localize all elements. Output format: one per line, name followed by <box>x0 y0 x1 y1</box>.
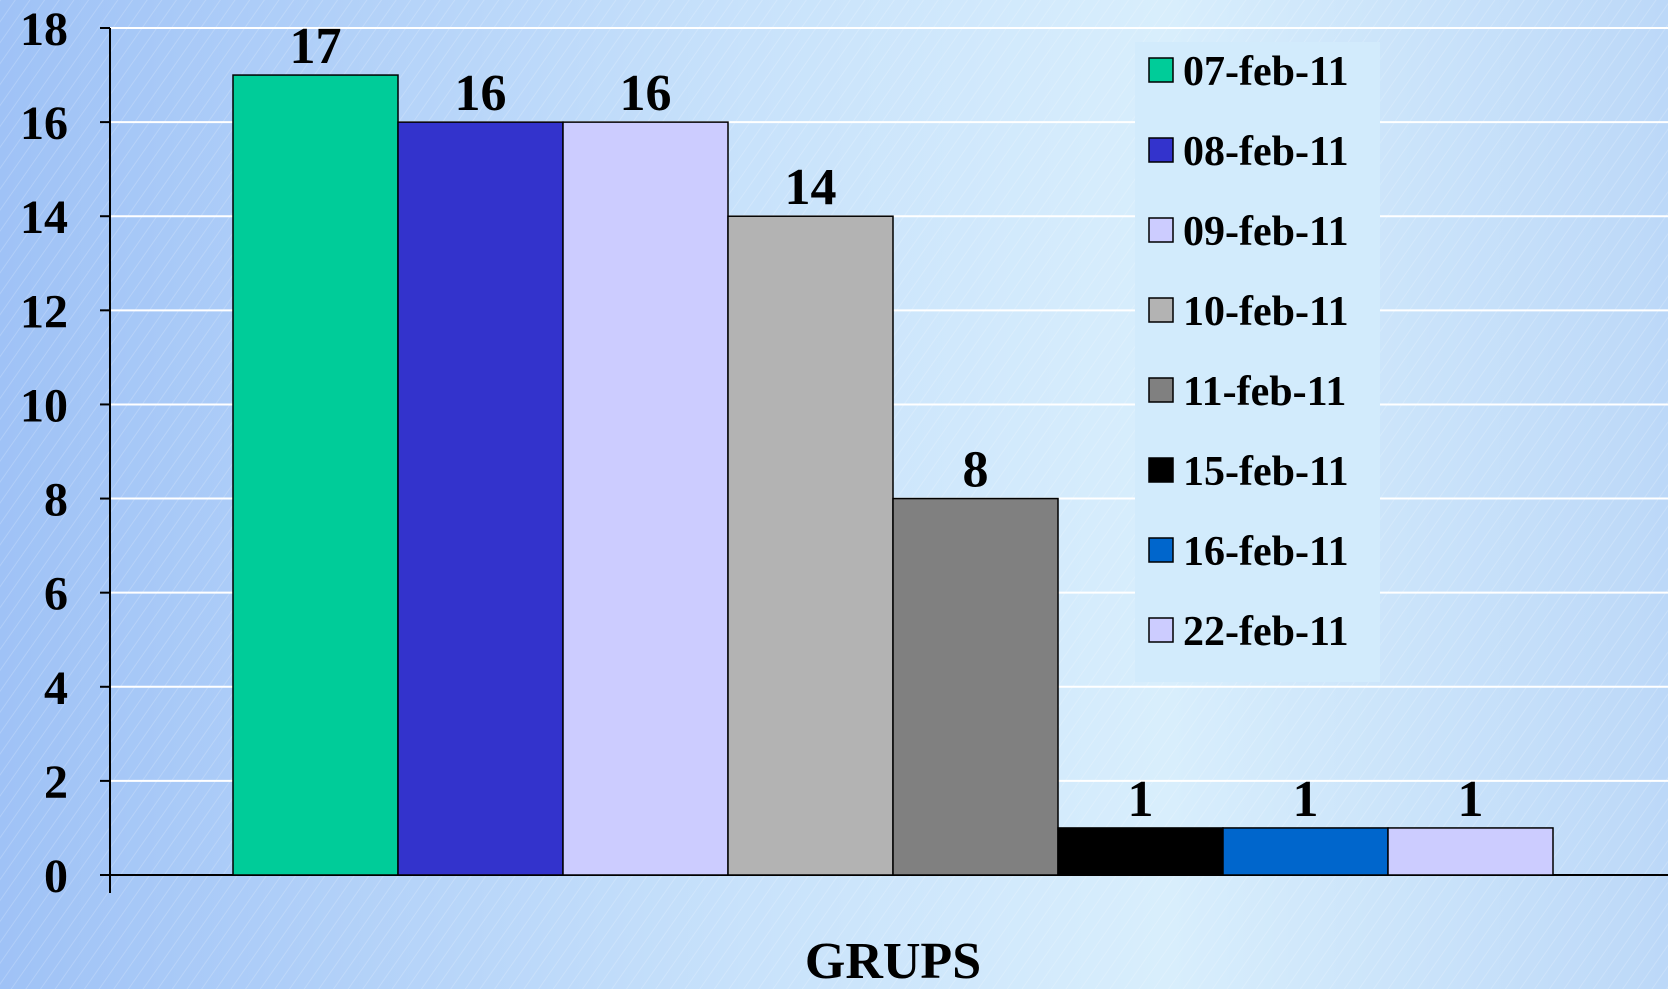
x-axis-label: GRUPS <box>805 933 981 989</box>
bar-08-feb-11 <box>397 121 564 876</box>
legend-swatch-16-feb-11 <box>1148 537 1174 563</box>
bar-09-feb-11 <box>562 121 729 876</box>
data-label-09-feb-11: 16 <box>620 65 672 122</box>
legend-swatch-22-feb-11 <box>1148 617 1174 643</box>
bar-16-feb-11 <box>1222 827 1389 876</box>
bar-07-feb-11 <box>232 74 399 876</box>
data-label-08-feb-11: 16 <box>455 65 507 122</box>
y-tick-label: 0 <box>44 850 68 903</box>
legend-background <box>1135 42 1380 682</box>
bar-15-feb-11 <box>1057 827 1224 876</box>
legend-label-08-feb-11: 08-feb-11 <box>1183 129 1349 175</box>
y-tick-label: 16 <box>20 97 68 150</box>
bar-11-feb-11 <box>892 497 1059 876</box>
legend-swatch-11-feb-11 <box>1148 377 1174 403</box>
y-tick-label: 6 <box>44 568 68 621</box>
legend-label-10-feb-11: 10-feb-11 <box>1183 289 1349 335</box>
data-labels: 17 16 16 14 8 1 1 1 <box>290 18 1484 828</box>
legend-swatch-15-feb-11 <box>1148 457 1174 483</box>
legend-label-11-feb-11: 11-feb-11 <box>1183 369 1346 415</box>
y-tick-label: 10 <box>20 379 68 432</box>
legend-label-16-feb-11: 16-feb-11 <box>1183 529 1349 575</box>
data-label-22-feb-11: 1 <box>1458 771 1484 828</box>
legend-label-15-feb-11: 15-feb-11 <box>1183 449 1349 495</box>
legend-swatch-08-feb-11 <box>1148 137 1174 163</box>
y-tick-label: 2 <box>44 756 68 809</box>
legend-swatch-07-feb-11 <box>1148 57 1174 83</box>
data-label-11-feb-11: 8 <box>963 442 989 499</box>
bar-22-feb-11 <box>1387 827 1554 876</box>
legend-label-22-feb-11: 22-feb-11 <box>1183 609 1349 655</box>
data-label-16-feb-11: 1 <box>1293 771 1319 828</box>
legend: 07-feb-11 08-feb-11 09-feb-11 10-feb-11 11-f… <box>1135 42 1380 682</box>
bars <box>232 74 1554 876</box>
y-tick-label: 4 <box>44 662 68 715</box>
legend-swatch-10-feb-11 <box>1148 297 1174 323</box>
legend-swatch-09-feb-11 <box>1148 217 1174 243</box>
data-label-10-feb-11: 14 <box>785 159 837 216</box>
data-label-07-feb-11: 17 <box>290 18 342 75</box>
legend-label-09-feb-11: 09-feb-11 <box>1183 209 1349 255</box>
legend-label-07-feb-11: 07-feb-11 <box>1183 49 1349 95</box>
y-tick-label: 12 <box>20 285 68 338</box>
y-tick-label: 14 <box>20 191 68 244</box>
y-tick-label: 8 <box>44 474 68 527</box>
data-label-15-feb-11: 1 <box>1128 771 1154 828</box>
y-tick-label: 18 <box>20 3 68 56</box>
bar-10-feb-11 <box>727 215 894 876</box>
